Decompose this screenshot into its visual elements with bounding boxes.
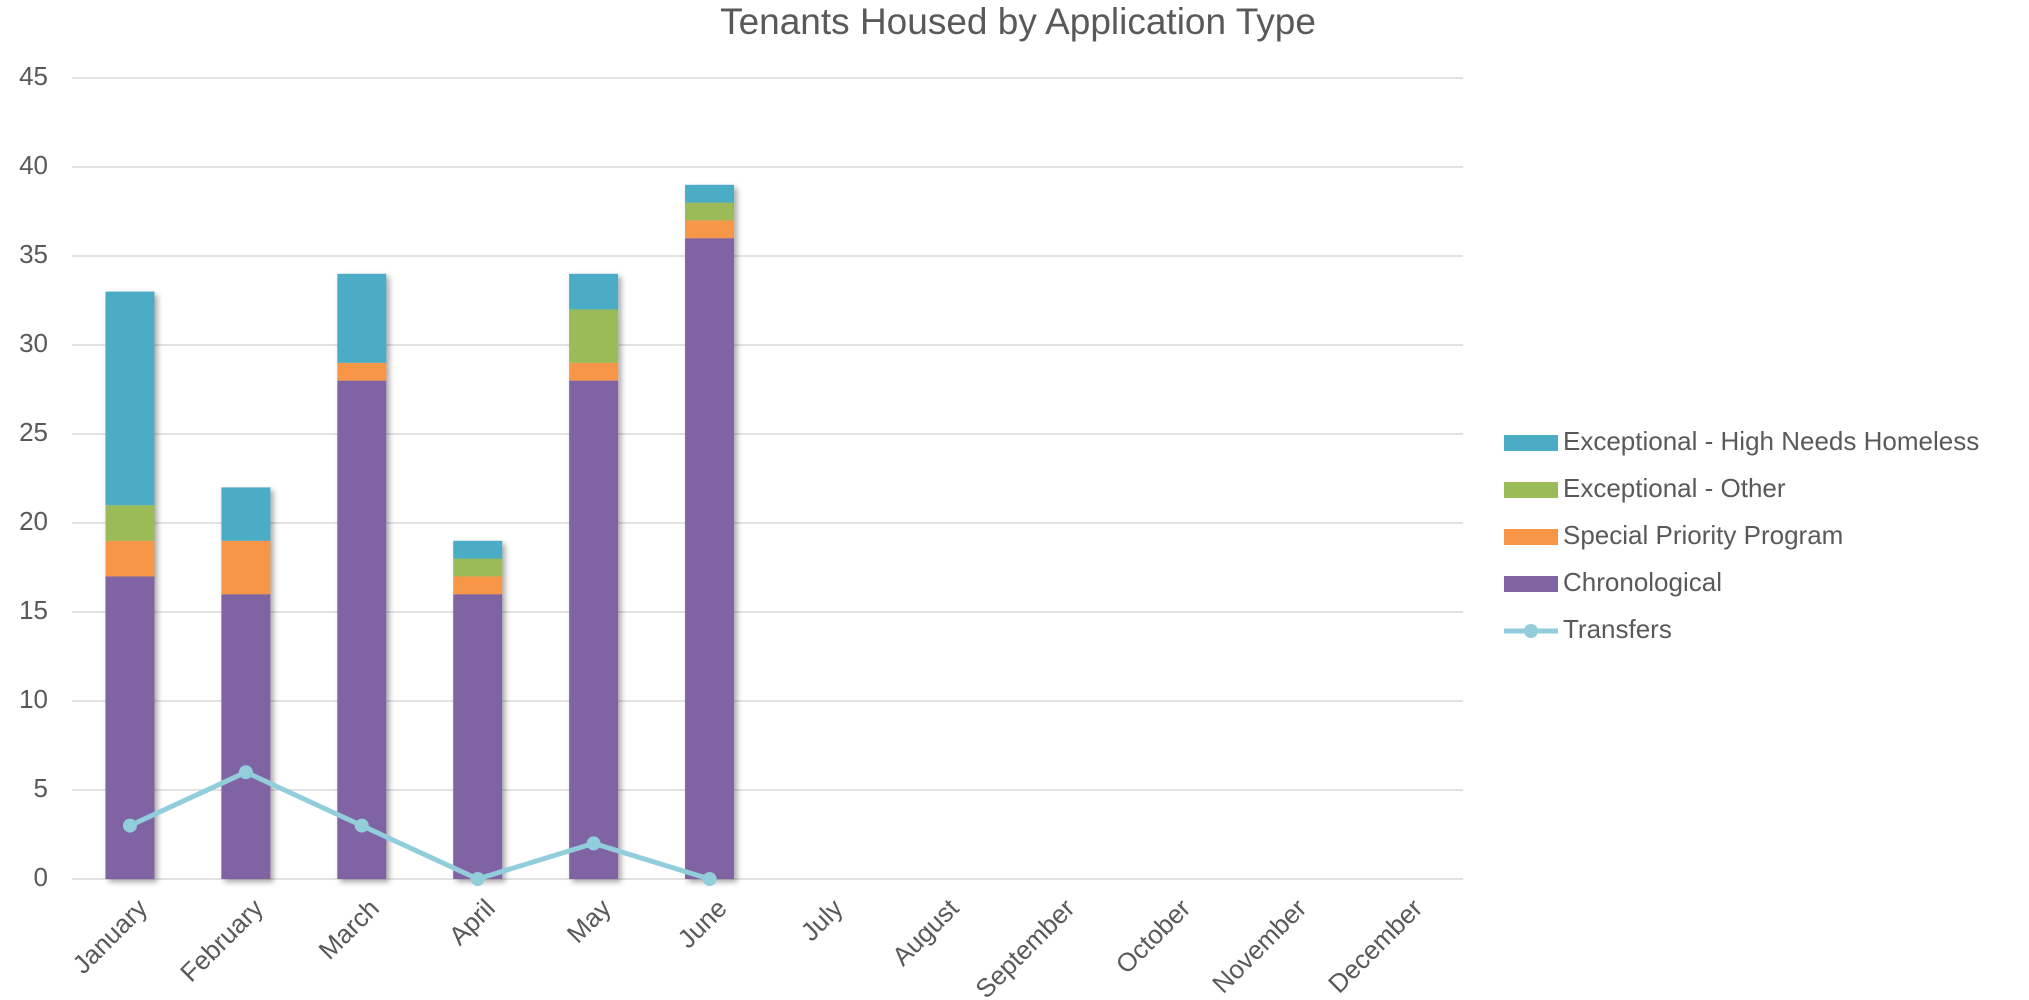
line-point [122,818,137,833]
chart-title: Tenants Housed by Application Type [720,1,1316,42]
bar-segment [569,362,619,381]
line-point [586,836,601,851]
y-tick-label: 20 [19,506,48,536]
bar-stack [105,291,155,879]
x-tick-label: October [1110,893,1197,980]
bar-segment [337,273,387,363]
bar-segment [105,540,155,577]
x-tick-label: June [672,893,733,954]
bar-segment [569,309,619,363]
x-tick-label: August [886,892,965,971]
x-tick-label: December [1322,893,1428,999]
bar-segment [105,576,155,879]
bar-segment [105,505,155,541]
x-tick-label: February [174,893,269,988]
bar-segment [453,594,503,879]
bar-segment [453,576,503,595]
bar-segment [685,238,735,879]
bar-segment [569,380,619,879]
y-tick-label: 25 [19,417,48,447]
legend-label: Special Priority Program [1563,520,1843,550]
bar-segment [453,558,503,577]
bar-stack [221,487,271,879]
bar-segment [569,273,619,310]
bar-segment [105,291,155,506]
legend-label: Exceptional - Other [1563,473,1786,503]
x-tick-label: March [313,893,385,965]
bar-segment [685,202,735,221]
bar-segment [453,540,503,559]
y-tick-label: 30 [19,328,48,358]
legend-label: Chronological [1563,567,1722,597]
bar-segment [221,487,271,541]
bar-stack [337,273,387,879]
line-point [470,872,485,886]
y-tick-label: 5 [34,773,48,803]
x-tick-label: May [561,893,617,949]
x-tick-label: July [795,893,849,947]
y-tick-label: 45 [19,61,48,91]
legend-swatch [1504,482,1558,498]
line-point [238,765,253,780]
x-tick-label: January [66,893,153,980]
legend-label: Exceptional - High Needs Homeless [1563,426,1979,456]
legend-label: Transfers [1563,614,1672,644]
y-tick-label: 35 [19,239,48,269]
x-tick-label: September [969,893,1080,1000]
bar-stack [569,273,619,879]
line-series [128,769,711,882]
bar-segment [685,184,735,203]
bar-segment [685,220,735,239]
bar-stack [453,540,503,879]
line-point [354,818,369,833]
line-point [702,872,717,886]
x-tick-label: April [443,893,501,951]
bar-segment [337,362,387,381]
bar-stack [685,184,735,879]
legend-swatch [1504,576,1558,592]
legend-swatch [1504,529,1558,545]
bar-segment [337,380,387,879]
y-tick-label: 15 [19,595,48,625]
y-tick-label: 40 [19,150,48,180]
y-tick-label: 0 [34,862,48,892]
x-tick-label: November [1206,893,1312,999]
bar-segment [221,594,271,879]
legend-swatch [1504,435,1558,451]
legend-swatch [1524,624,1538,638]
y-tick-label: 10 [19,684,48,714]
bar-segment [221,540,271,595]
